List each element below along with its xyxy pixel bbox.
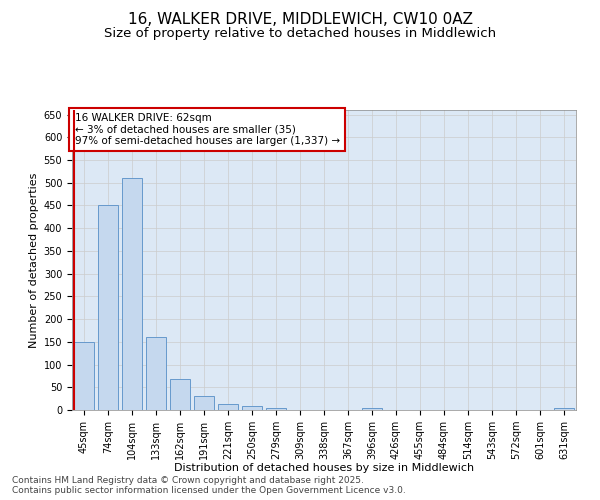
Text: 16, WALKER DRIVE, MIDDLEWICH, CW10 0AZ: 16, WALKER DRIVE, MIDDLEWICH, CW10 0AZ	[128, 12, 473, 28]
Text: 16 WALKER DRIVE: 62sqm
← 3% of detached houses are smaller (35)
97% of semi-deta: 16 WALKER DRIVE: 62sqm ← 3% of detached …	[74, 113, 340, 146]
Bar	[362, 408, 382, 410]
Bar	[242, 406, 262, 410]
Text: Size of property relative to detached houses in Middlewich: Size of property relative to detached ho…	[104, 28, 496, 40]
Y-axis label: Number of detached properties: Number of detached properties	[29, 172, 40, 348]
Bar	[146, 338, 166, 410]
Bar	[170, 379, 190, 410]
Bar	[74, 342, 94, 410]
Text: Contains HM Land Registry data © Crown copyright and database right 2025.
Contai: Contains HM Land Registry data © Crown c…	[12, 476, 406, 495]
Bar	[194, 396, 214, 410]
Bar	[266, 408, 286, 410]
Bar	[218, 404, 238, 410]
X-axis label: Distribution of detached houses by size in Middlewich: Distribution of detached houses by size …	[174, 464, 474, 473]
Bar	[122, 178, 142, 410]
Bar	[98, 206, 118, 410]
Bar	[554, 408, 574, 410]
